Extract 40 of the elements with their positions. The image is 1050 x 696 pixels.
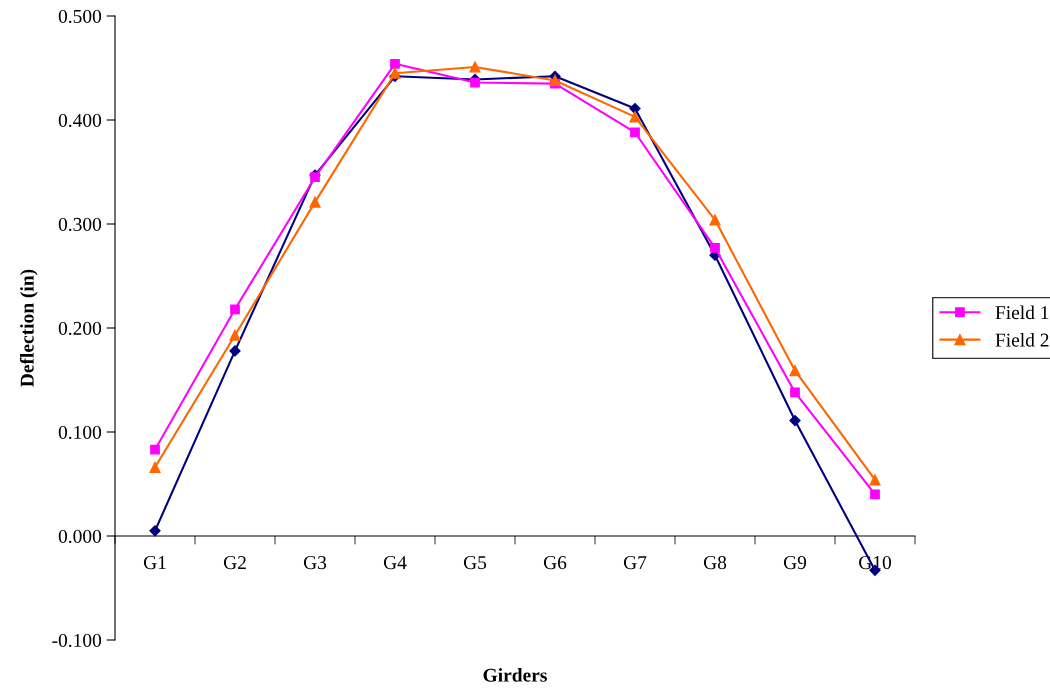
- point: [470, 77, 480, 88]
- y-tick-label: 0.400: [58, 113, 102, 128]
- point: [710, 243, 720, 253]
- x-tick-label: G4: [383, 556, 407, 570]
- point: [150, 444, 160, 455]
- x-axis-title: Girders: [483, 668, 547, 682]
- x-tick-label: G6: [543, 556, 567, 570]
- y-tick-label: 0.300: [58, 217, 102, 232]
- point: [549, 74, 561, 87]
- x-tick-label: G5: [463, 556, 487, 570]
- x-tick-label: G8: [703, 556, 727, 570]
- point: [229, 329, 241, 341]
- point: [790, 387, 800, 398]
- y-tick-label: 0.000: [58, 529, 102, 544]
- point: [789, 414, 801, 427]
- y-tick-label: 0.500: [58, 9, 102, 24]
- point: [629, 111, 641, 123]
- point: [390, 58, 400, 69]
- x-tick-label: G9: [783, 556, 807, 570]
- point: [149, 461, 161, 473]
- point: [870, 489, 880, 500]
- y-tick-label: 0.200: [58, 321, 102, 336]
- legend-label: Field 2: [995, 332, 1049, 347]
- y-tick-label: -0.100: [52, 633, 102, 648]
- point: [789, 365, 801, 377]
- y-axis-title: Deflection (in): [19, 269, 38, 387]
- x-tick-label: G1: [143, 556, 166, 570]
- legend-label: Field 1: [995, 305, 1049, 320]
- x-tick-label: G7: [623, 556, 647, 570]
- point: [869, 474, 881, 486]
- point: [229, 345, 241, 357]
- point: [309, 196, 321, 208]
- x-tick-label: G2: [223, 556, 246, 570]
- y-tick-label: 0.100: [58, 425, 102, 440]
- point: [469, 61, 481, 73]
- point: [230, 304, 240, 315]
- x-tick-label: G3: [303, 556, 327, 570]
- point: [709, 214, 721, 226]
- point: [149, 525, 161, 537]
- point: [630, 127, 640, 138]
